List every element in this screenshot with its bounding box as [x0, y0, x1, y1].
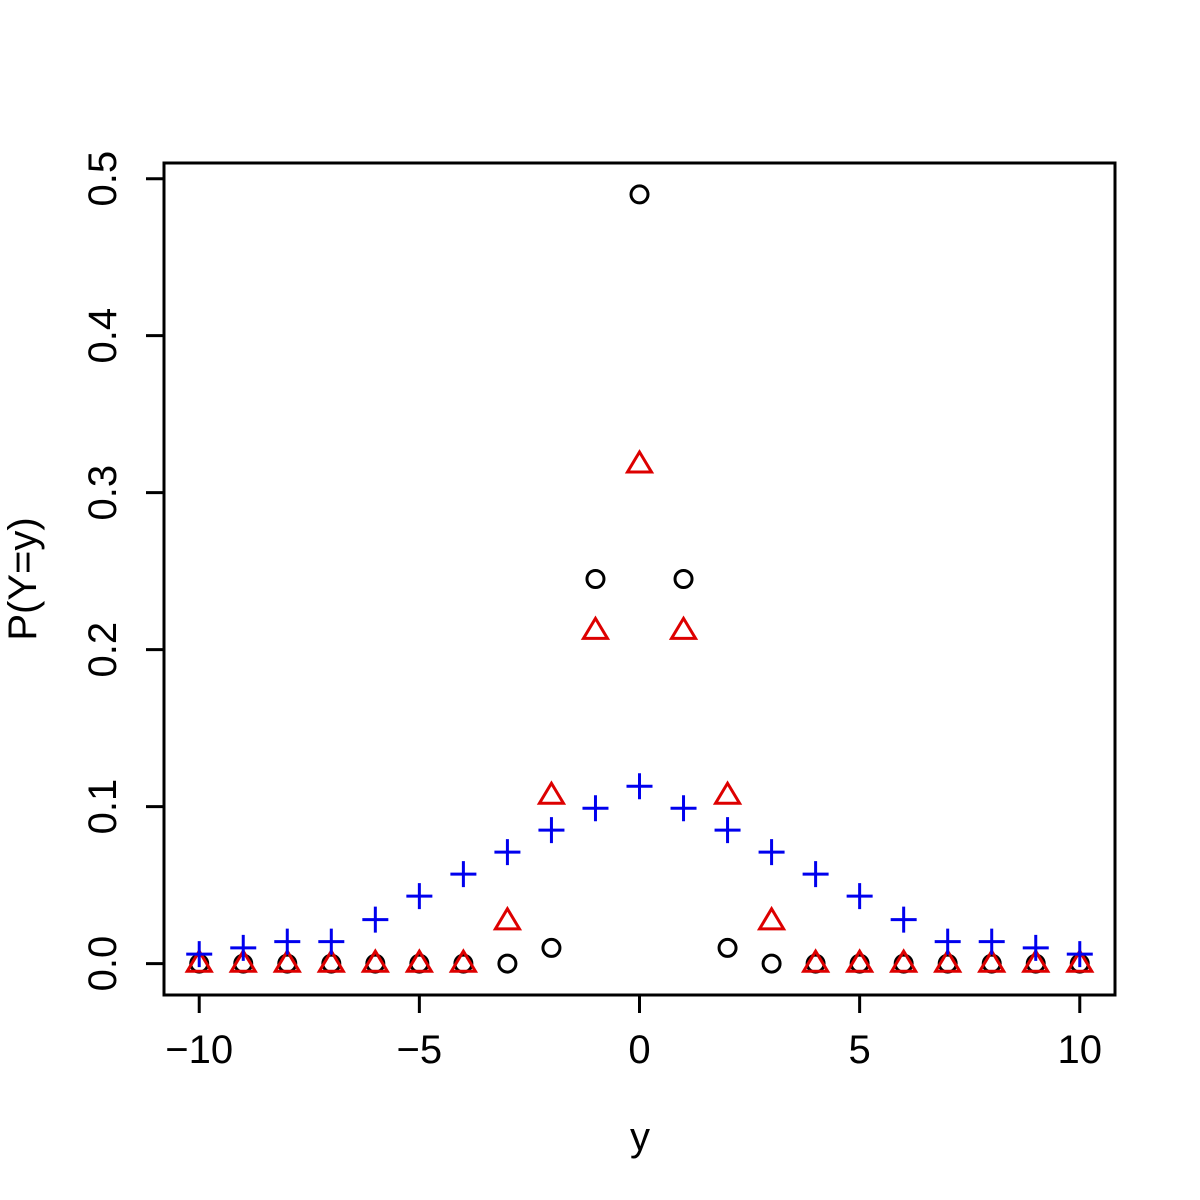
plus-point: [978, 928, 1005, 955]
triangle-point: [492, 905, 523, 931]
plus-point: [1022, 934, 1049, 961]
plus-point: [538, 817, 565, 844]
triangle-point: [800, 948, 831, 973]
x-tick-label: −10: [165, 1028, 233, 1072]
data-points: [184, 184, 1095, 974]
y-tick-label: 0.5: [81, 151, 125, 207]
plus-point: [846, 883, 873, 910]
plus-point: [670, 795, 697, 822]
plus-point: [582, 795, 609, 822]
circle-point: [497, 953, 518, 974]
plus-point: [1066, 941, 1093, 968]
triangle-point: [889, 948, 919, 973]
triangle-point: [580, 615, 611, 640]
triangle-point: [933, 948, 963, 973]
circle-point: [541, 937, 562, 958]
plus-point: [230, 934, 257, 961]
y-tick-label: 0.4: [81, 308, 125, 364]
plus-point: [890, 906, 917, 933]
y-tick-label: 0.3: [81, 465, 125, 521]
circle-point: [629, 184, 650, 205]
plus-point: [802, 861, 829, 888]
plus-point: [362, 906, 389, 933]
plus-point: [626, 773, 653, 800]
x-tick-label: −5: [397, 1028, 443, 1072]
circle-point: [761, 953, 782, 974]
x-tick-label: 10: [1058, 1028, 1103, 1072]
plus-point: [714, 817, 741, 844]
triangle-point: [448, 948, 479, 973]
y-tick-label: 0.0: [81, 936, 125, 992]
circle-point: [673, 569, 694, 589]
plus-point: [406, 883, 433, 910]
circle-point: [717, 937, 738, 958]
triangle-point: [1065, 948, 1095, 973]
plus-point: [494, 839, 521, 866]
x-axis: −10 −5 0 5 10: [165, 993, 1103, 1072]
triangle-point: [1021, 948, 1051, 973]
y-axis-label: P(Y=y): [1, 517, 45, 640]
triangle-point: [360, 948, 390, 973]
circle-point: [585, 569, 606, 589]
y-tick-label: 0.2: [81, 622, 125, 678]
triangle-point: [272, 948, 302, 973]
y-axis: 0.0 0.1 0.2 0.3 0.4 0.5: [81, 151, 166, 992]
triangle-point: [228, 948, 258, 973]
triangle-point: [844, 948, 875, 973]
plus-point: [318, 928, 345, 955]
triangle-point: [977, 948, 1007, 973]
triangle-point: [624, 449, 655, 474]
triangle-point: [404, 948, 435, 973]
plus-point: [274, 928, 301, 955]
y-tick-label: 0.1: [81, 779, 125, 835]
triangle-point: [184, 948, 214, 973]
x-tick-label: 5: [849, 1028, 871, 1072]
plus-point: [758, 839, 785, 866]
plus-point: [186, 941, 213, 968]
triangle-point: [712, 780, 743, 805]
triangle-point: [536, 780, 567, 805]
triangle-point: [316, 948, 346, 973]
x-tick-label: 0: [628, 1028, 650, 1072]
triangle-point: [756, 905, 787, 931]
triangle-point: [668, 615, 699, 640]
plot-box: [162, 161, 1117, 997]
x-axis-label: y: [630, 1115, 650, 1159]
plus-point: [450, 861, 477, 888]
plus-point: [934, 928, 961, 955]
